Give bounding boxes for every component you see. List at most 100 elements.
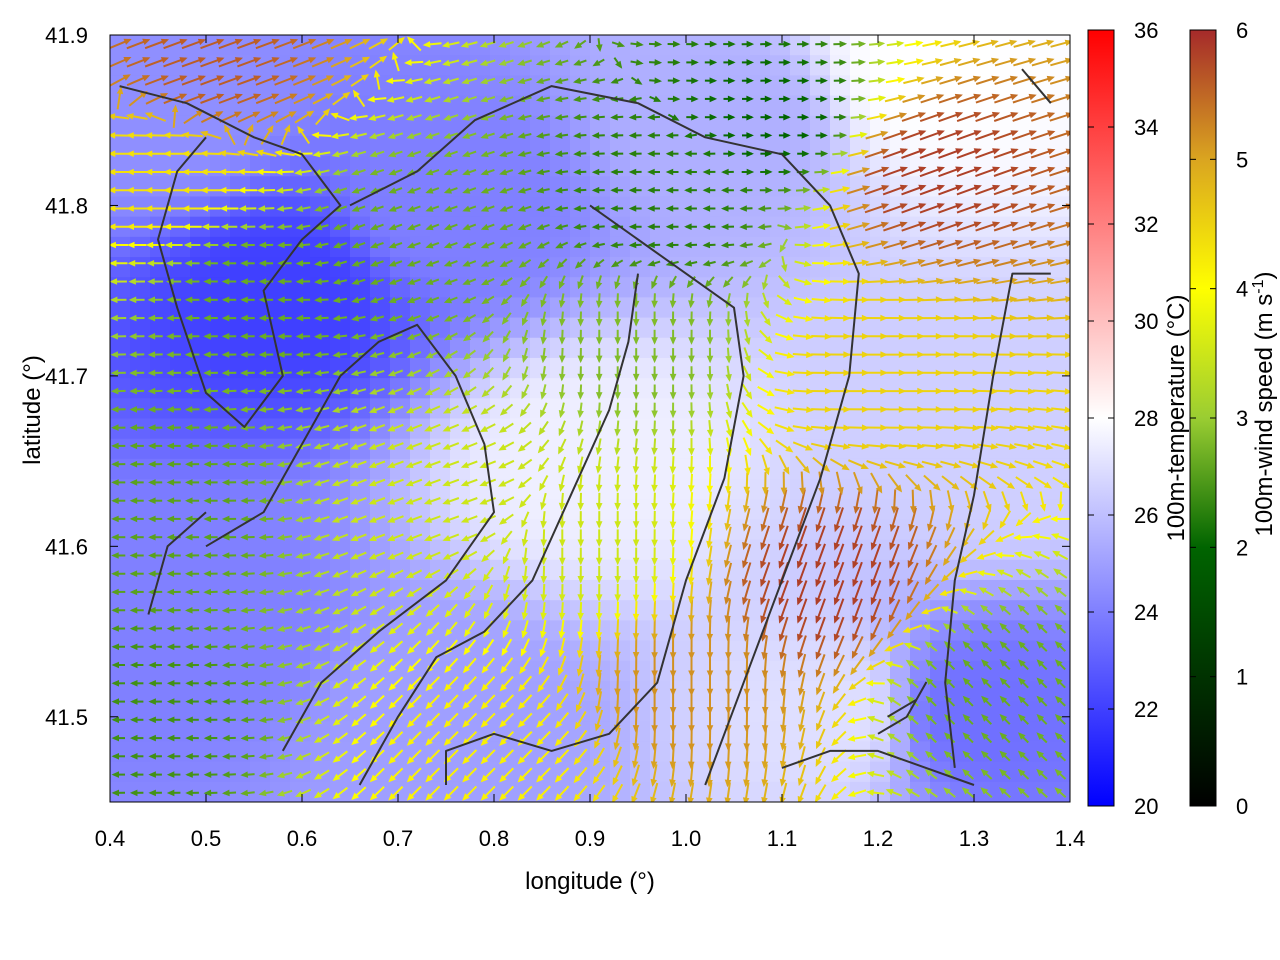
heatmap-cell xyxy=(330,458,351,480)
heatmap-cell xyxy=(490,721,511,743)
colorbar-tick-label: 2 xyxy=(1236,535,1248,560)
heatmap-cell xyxy=(790,35,811,56)
heatmap-cell xyxy=(190,499,211,521)
heatmap-cell xyxy=(630,196,651,218)
heatmap-cell xyxy=(110,741,131,763)
heatmap-cell xyxy=(510,499,531,521)
heatmap-cell xyxy=(550,519,571,541)
heatmap-cell xyxy=(430,559,451,581)
heatmap-cell xyxy=(250,357,271,379)
heatmap-cell xyxy=(690,317,711,339)
heatmap-cell xyxy=(250,196,271,218)
heatmap-cell xyxy=(290,95,311,117)
x-tick-label: 1.4 xyxy=(1055,826,1086,851)
heatmap-cell xyxy=(510,680,531,702)
heatmap-cell xyxy=(930,741,951,763)
heatmap-cell xyxy=(930,378,951,399)
heatmap-cell xyxy=(330,559,351,581)
heatmap-cell xyxy=(630,257,651,278)
heatmap-cell xyxy=(530,55,551,76)
heatmap-cell xyxy=(170,418,191,440)
heatmap-cell xyxy=(430,438,451,460)
heatmap-cell xyxy=(670,317,691,339)
heatmap-cell xyxy=(330,95,351,117)
heatmap-cell xyxy=(110,196,131,218)
heatmap-cell xyxy=(270,196,291,218)
heatmap-cell xyxy=(510,418,531,440)
heatmap-cell xyxy=(1030,156,1051,177)
heatmap-cell xyxy=(190,539,211,561)
heatmap-cell xyxy=(290,458,311,480)
heatmap-cell xyxy=(190,458,211,480)
heatmap-cell xyxy=(190,418,211,440)
heatmap-cell xyxy=(130,257,151,278)
heatmap-cell xyxy=(690,620,711,642)
heatmap-cell xyxy=(770,539,791,561)
heatmap-cell xyxy=(370,600,391,621)
heatmap-cell xyxy=(610,539,631,561)
heatmap-cell xyxy=(270,680,291,702)
heatmap-cell xyxy=(150,317,171,339)
heatmap-cell xyxy=(350,499,371,521)
heatmap-cell xyxy=(210,378,231,399)
heatmap-cell xyxy=(490,378,511,399)
heatmap-cell xyxy=(810,579,831,601)
heatmap-cell xyxy=(830,600,851,621)
heatmap-cell xyxy=(630,640,651,662)
heatmap-cell xyxy=(390,519,411,541)
heatmap-cell xyxy=(150,741,171,763)
heatmap-cell xyxy=(550,398,571,420)
heatmap-cell xyxy=(450,600,471,621)
heatmap-cell xyxy=(250,761,271,783)
heatmap-cell xyxy=(190,559,211,581)
heatmap-cell xyxy=(590,701,611,722)
heatmap-cell xyxy=(430,277,451,298)
heatmap-cell xyxy=(270,176,291,198)
heatmap-cell xyxy=(410,176,431,198)
colorbar-tick-label: 30 xyxy=(1134,309,1158,334)
heatmap-cell xyxy=(550,761,571,783)
heatmap-cell xyxy=(810,35,831,56)
heatmap-cell xyxy=(810,236,831,258)
heatmap-cell xyxy=(490,337,511,359)
colorbar-tick-label: 28 xyxy=(1134,406,1158,431)
heatmap-cell xyxy=(250,499,271,521)
heatmap-cell xyxy=(730,236,751,258)
heatmap-cell xyxy=(390,640,411,662)
heatmap-cell xyxy=(370,115,391,137)
heatmap-cell xyxy=(870,135,891,157)
heatmap-cell xyxy=(430,398,451,420)
heatmap-cell xyxy=(530,579,551,601)
heatmap-cell xyxy=(270,378,291,399)
heatmap-cell xyxy=(370,539,391,561)
heatmap-cell xyxy=(850,55,871,76)
wind-speed-colorbar: 0 1 2 3 4 5 6 100m-wind speed (m s-1) xyxy=(1189,18,1278,819)
heatmap-cell xyxy=(510,337,531,359)
heatmap-cell xyxy=(150,579,171,601)
heatmap-cell xyxy=(630,55,651,76)
heatmap-cell xyxy=(590,559,611,581)
heatmap-cell xyxy=(670,519,691,541)
heatmap-cell xyxy=(750,75,771,97)
heatmap-cell xyxy=(110,761,131,783)
heatmap-cell xyxy=(590,741,611,763)
heatmap-cell xyxy=(950,418,971,440)
heatmap-cell xyxy=(510,781,531,802)
heatmap-cell xyxy=(150,499,171,521)
heatmap-cell xyxy=(470,257,491,278)
heatmap-cell xyxy=(430,378,451,399)
heatmap-cell xyxy=(450,236,471,258)
heatmap-cell xyxy=(110,35,131,56)
heatmap-cell xyxy=(410,579,431,601)
heatmap-cell xyxy=(450,721,471,743)
heatmap-cell xyxy=(250,156,271,177)
heatmap-cell xyxy=(230,761,251,783)
heatmap-cell xyxy=(1050,741,1070,763)
heatmap-cell xyxy=(690,196,711,218)
heatmap-cell xyxy=(190,337,211,359)
wind-colorbar-label: 100m-wind speed (m s-1) xyxy=(1250,272,1278,537)
heatmap-cell xyxy=(750,176,771,198)
wind-colorbar-label-sup: -1 xyxy=(1250,279,1267,293)
heatmap-cell xyxy=(550,115,571,137)
heatmap-cell xyxy=(410,438,431,460)
